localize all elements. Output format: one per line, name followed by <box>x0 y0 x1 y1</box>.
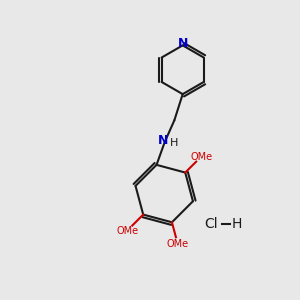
Text: OMe: OMe <box>116 226 138 236</box>
Text: N: N <box>178 38 188 50</box>
Text: OMe: OMe <box>167 239 189 249</box>
Text: Cl: Cl <box>204 217 218 231</box>
Text: H: H <box>169 138 178 148</box>
Text: N: N <box>158 134 169 147</box>
Text: H: H <box>232 217 242 231</box>
Text: OMe: OMe <box>190 152 212 162</box>
